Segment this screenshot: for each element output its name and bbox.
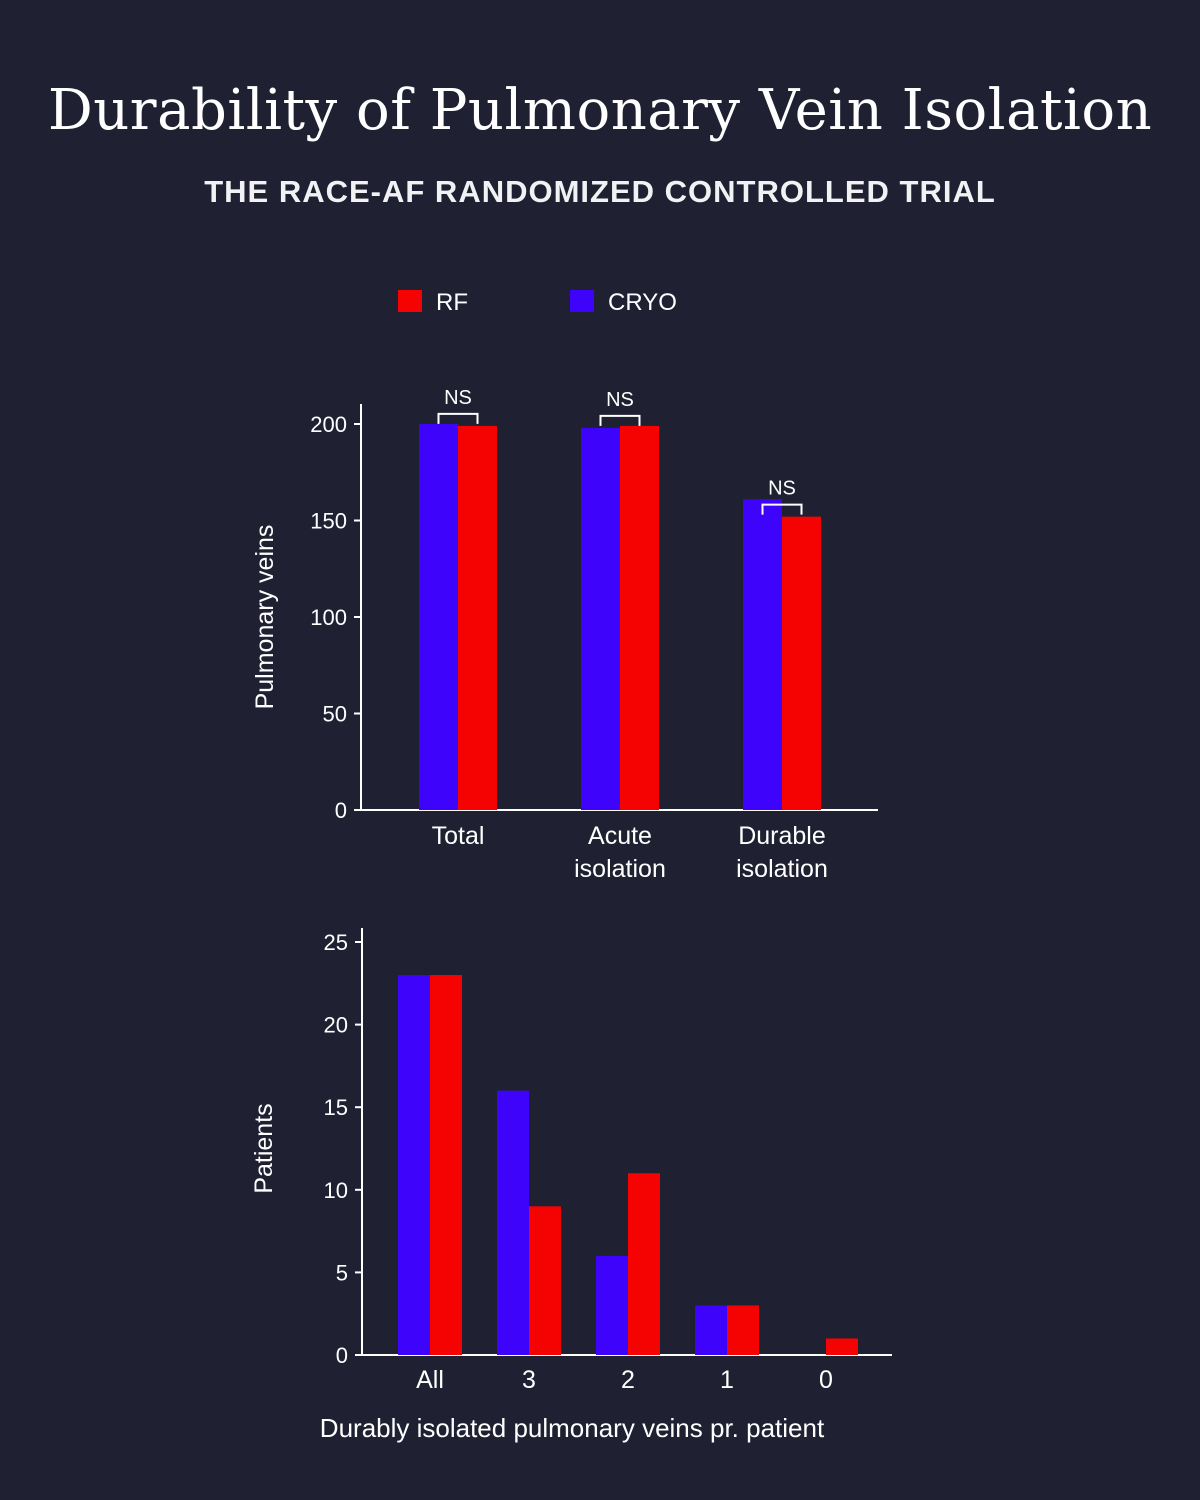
significance-bracket [437, 412, 479, 424]
bar-cryo [419, 424, 458, 810]
y-tick-label: 200 [310, 412, 347, 437]
bar-rf [826, 1338, 858, 1355]
y-axis-label: Pulmonary veins [251, 525, 279, 710]
bar-rf [529, 1206, 561, 1355]
bar-rf [458, 425, 497, 810]
x-tick-label: 3 [522, 1366, 536, 1394]
x-tick-label: Durable [738, 822, 826, 850]
legend-label-rf: RF [436, 289, 468, 316]
bar-cryo [695, 1305, 727, 1355]
y-tick-label: 50 [323, 702, 347, 727]
y-tick-label: 15 [324, 1095, 348, 1120]
x-tick-label: isolation [736, 855, 828, 883]
significance-label: NS [768, 478, 796, 500]
legend: RF CRYO [398, 289, 677, 316]
page-title: Durability of Pulmonary Vein Isolation [47, 78, 1153, 143]
x-tick-label: All [416, 1366, 444, 1394]
bar-cryo [581, 427, 620, 810]
significance-bracket [761, 503, 803, 515]
y-tick-label: 20 [324, 1013, 348, 1038]
bar-rf [727, 1305, 759, 1355]
x-tick-label: isolation [574, 855, 666, 883]
bar-cryo [398, 975, 430, 1355]
y-axis-label: Patients [250, 1103, 278, 1193]
y-tick-label: 0 [336, 1343, 348, 1368]
y-tick-label: 100 [310, 605, 347, 630]
legend-swatch-rf [398, 290, 422, 312]
significance-bracket [599, 414, 641, 426]
legend-label-cryo: CRYO [608, 289, 677, 316]
bar-rf [782, 516, 821, 810]
y-tick-label: 25 [324, 930, 348, 955]
legend-swatch-cryo [570, 290, 594, 312]
significance-label: NS [606, 389, 634, 411]
bar-cryo [497, 1090, 529, 1355]
y-tick-label: 150 [310, 509, 347, 534]
x-axis-label: Durably isolated pulmonary veins pr. pat… [320, 1413, 825, 1443]
x-tick-label: Acute [588, 822, 652, 850]
y-tick-label: 10 [324, 1178, 348, 1203]
page-subtitle: THE RACE-AF RANDOMIZED CONTROLLED TRIAL [204, 174, 996, 209]
x-tick-label: 2 [621, 1366, 635, 1394]
y-tick-label: 5 [336, 1260, 348, 1285]
bar-rf [628, 1173, 660, 1355]
bar-cryo [743, 499, 782, 810]
y-tick-label: 0 [335, 798, 347, 823]
chart-pulmonary-veins: 0 50 100 150 200 Pulmonary veins Total NS Acute i… [251, 387, 878, 883]
bar-rf [430, 975, 462, 1355]
bar-cryo [596, 1255, 628, 1355]
significance-label: NS [444, 387, 472, 409]
x-tick-label: 1 [720, 1366, 734, 1394]
x-tick-label: Total [432, 822, 485, 850]
x-tick-label: 0 [819, 1366, 833, 1394]
bar-rf [620, 425, 659, 810]
